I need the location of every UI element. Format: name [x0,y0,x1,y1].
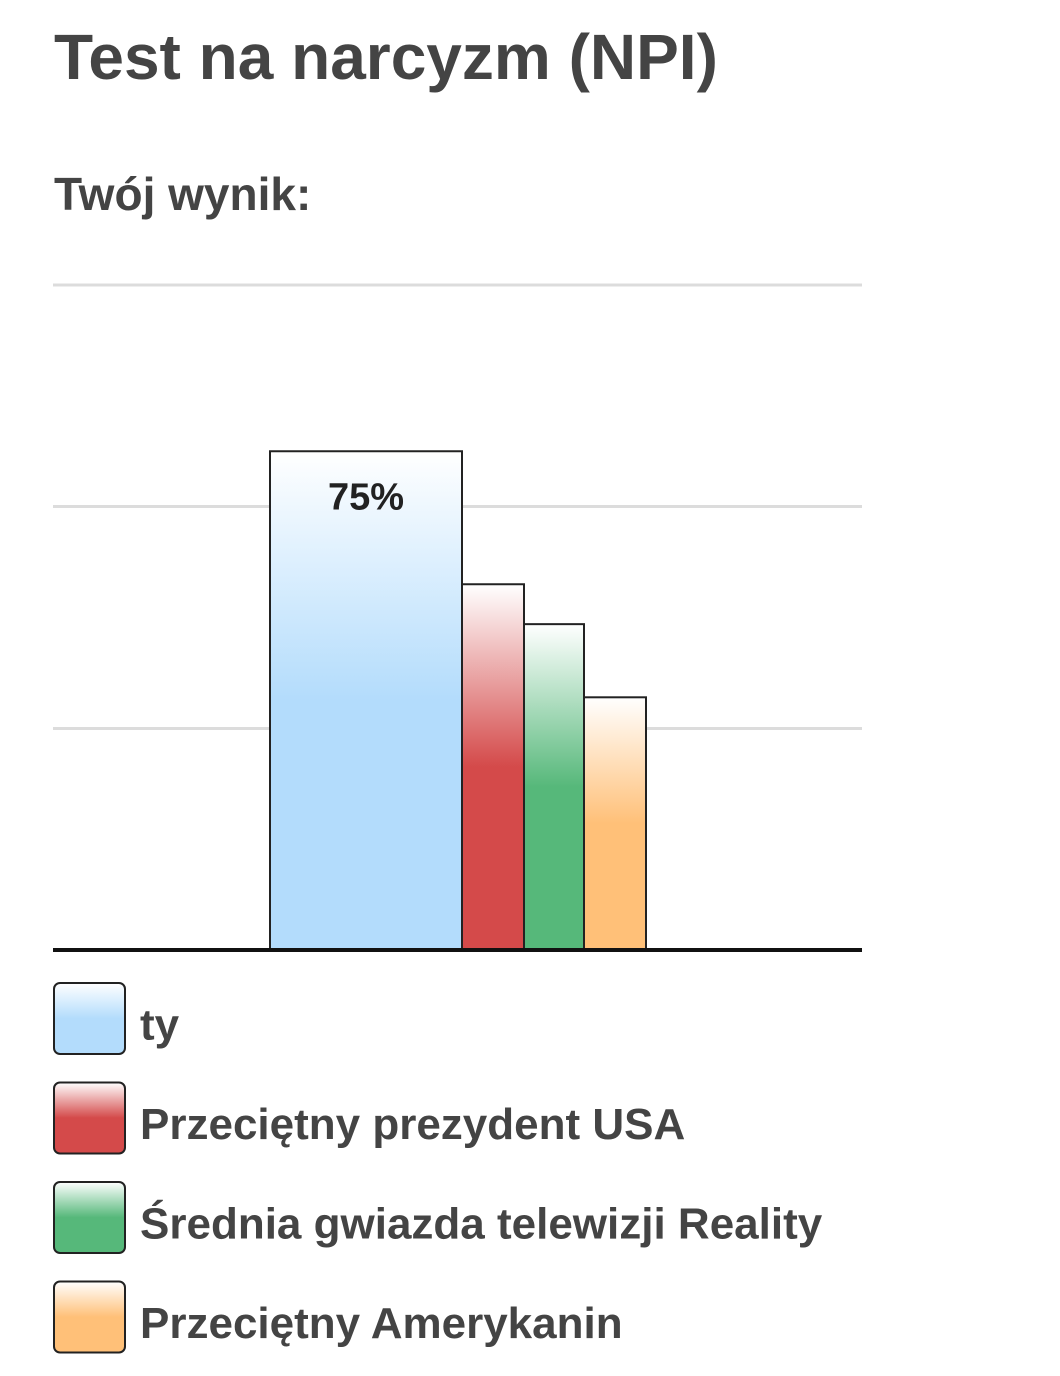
bar [523,623,585,952]
data-label: 75% [328,476,404,518]
legend-entry: ty [53,982,180,1055]
bar [269,450,463,951]
legend-label: Przeciętny Amerykanin [140,1299,623,1348]
chart-subtitle: Twój wynik: [54,168,311,220]
chart-title: Test na narcyzm (NPI) [54,21,718,93]
legend-entry: Przeciętny prezydent USA [53,1081,685,1155]
legend-swatch [53,1280,126,1354]
bar [583,696,647,951]
legend-swatch [53,1181,126,1254]
bar [461,583,525,951]
legend-label: Przeciętny prezydent USA [140,1100,685,1149]
legend-label: ty [140,1001,180,1050]
legend-swatch [53,1081,126,1155]
legend-entry: Średnia gwiazda telewizji Reality [53,1181,823,1254]
legend-label: Średnia gwiazda telewizji Reality [140,1199,823,1249]
legend-entry: Przeciętny Amerykanin [53,1280,623,1354]
legend-swatch [53,982,126,1055]
